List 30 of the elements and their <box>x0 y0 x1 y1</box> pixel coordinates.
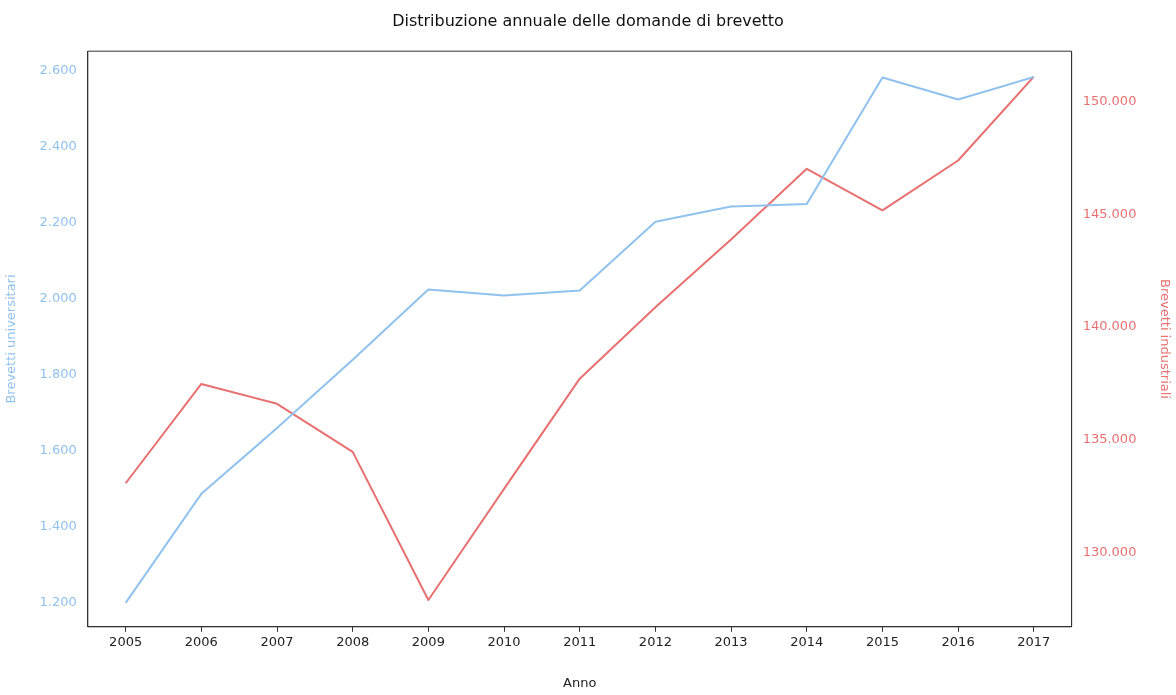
y-tick-label: 2.200 <box>39 214 77 230</box>
x-tick-label: 2010 <box>487 633 521 649</box>
x-tick-label: 2005 <box>109 633 143 649</box>
y-tick-label: 1.400 <box>39 518 77 534</box>
y2-tick-label: 150.000 <box>1082 93 1137 109</box>
x-tick-label: 2007 <box>260 633 294 649</box>
x-tick-label: 2015 <box>865 633 899 649</box>
y-axis-title: Brevetti universitari <box>3 274 19 404</box>
x-tick-label: 2016 <box>941 633 975 649</box>
y2-tick-label: 145.000 <box>1082 205 1137 221</box>
y2-tick-label: 140.000 <box>1082 318 1137 334</box>
y2-tick-label: 130.000 <box>1082 543 1137 559</box>
y-tick-label: 1.200 <box>39 594 77 610</box>
y2-tick-label: 135.000 <box>1082 431 1137 447</box>
y-tick-label: 2.600 <box>39 62 77 78</box>
x-tick-label: 2006 <box>184 633 218 649</box>
y-tick-label: 1.800 <box>39 366 77 382</box>
chart-title: Distribuzione annuale delle domande di brevetto <box>392 10 784 30</box>
y2-axis-title: Brevetti industriali <box>1157 279 1173 399</box>
x-tick-label: 2009 <box>411 633 445 649</box>
x-tick-label: 2012 <box>638 633 672 649</box>
y-tick-label: 2.400 <box>39 138 77 154</box>
y-tick-label: 2.000 <box>39 290 77 306</box>
y-tick-label: 1.600 <box>39 442 77 458</box>
x-tick-label: 2017 <box>1017 633 1051 649</box>
x-axis-title: Anno <box>563 674 597 690</box>
x-tick-label: 2013 <box>714 633 748 649</box>
x-tick-label: 2014 <box>790 633 824 649</box>
x-tick-label: 2008 <box>336 633 370 649</box>
x-tick-label: 2011 <box>563 633 597 649</box>
